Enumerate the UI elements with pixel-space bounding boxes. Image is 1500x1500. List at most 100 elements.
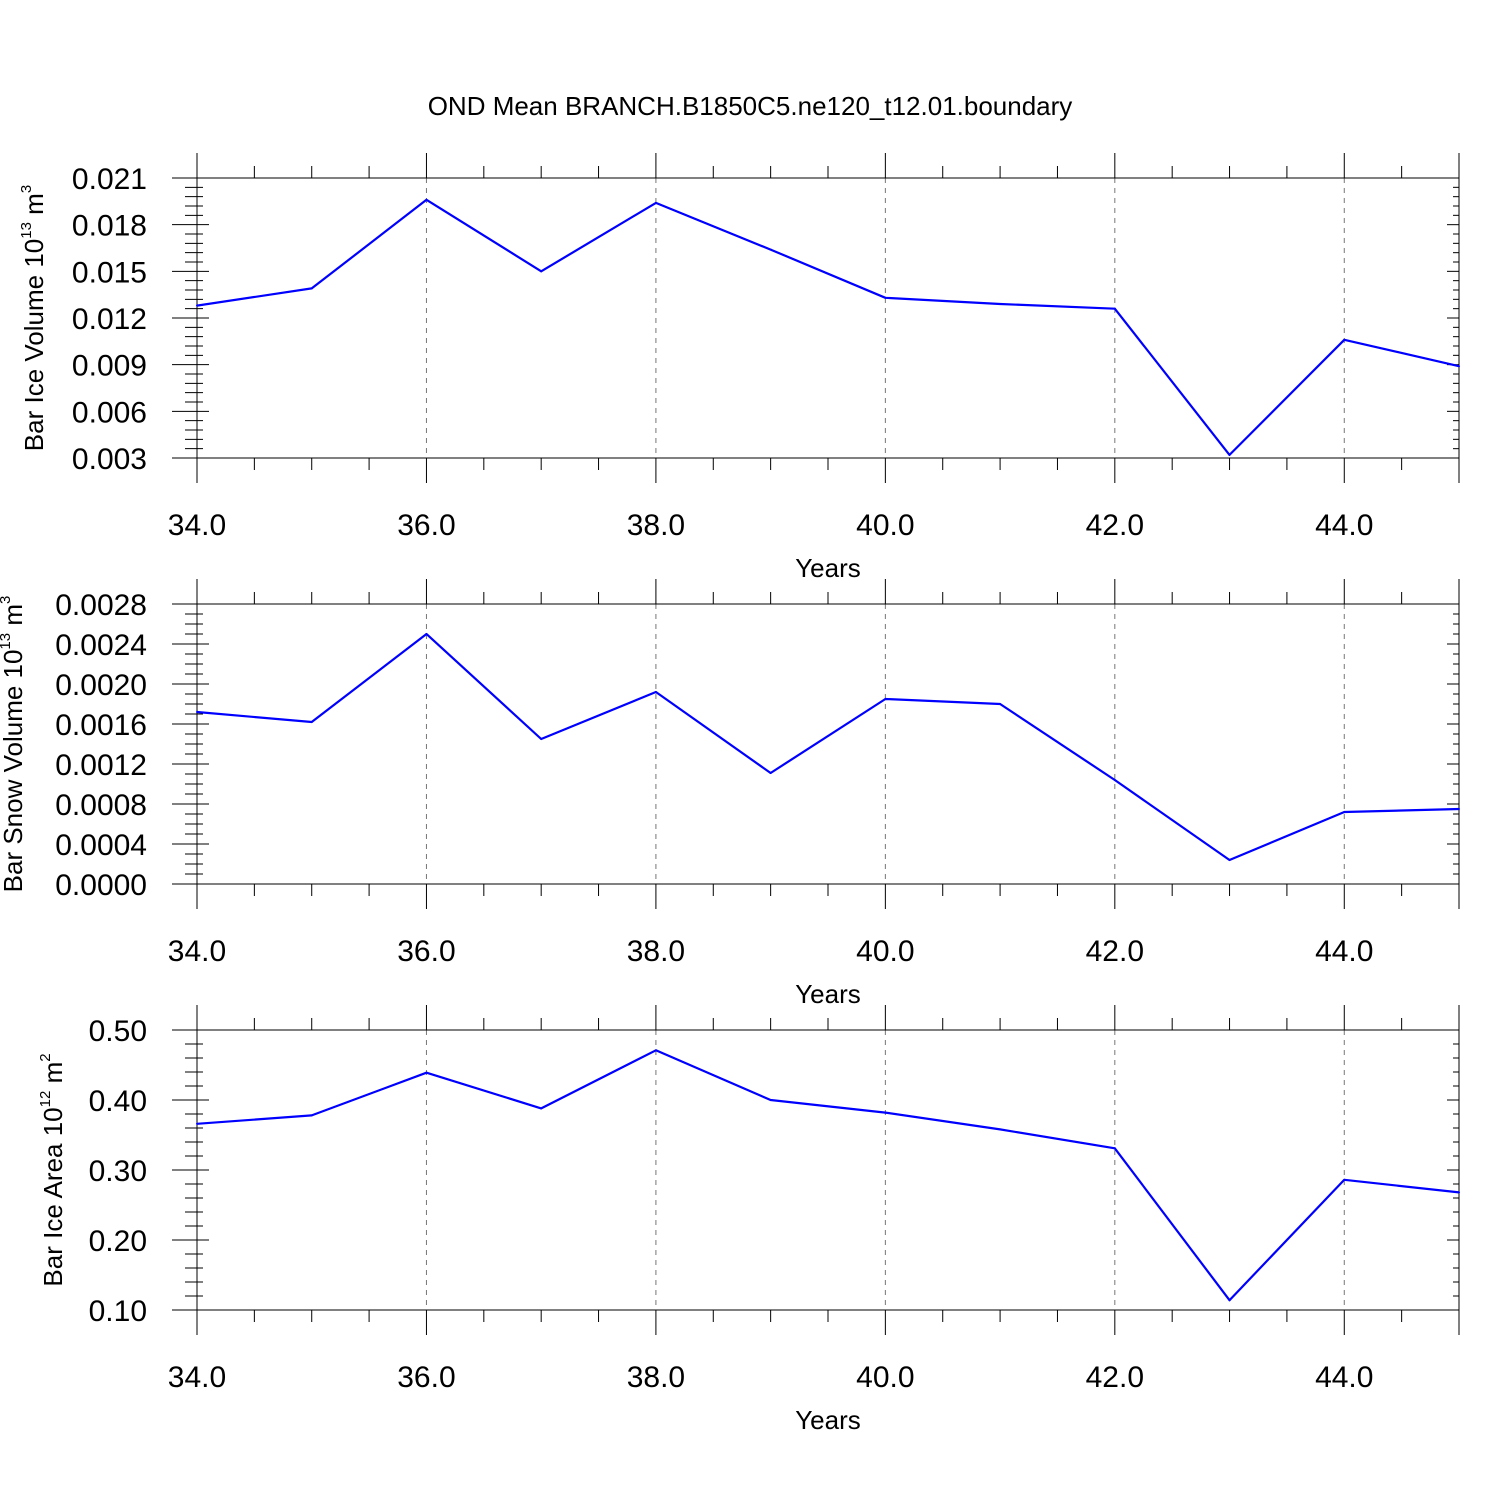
- y-tick-label: 0.0028: [55, 589, 147, 622]
- data-point: [769, 1099, 772, 1101]
- x-tick-label: 38.0: [627, 1361, 685, 1394]
- y-tick-label: 0.009: [72, 350, 147, 383]
- y-tick-label: 0.018: [72, 210, 147, 243]
- data-point: [1343, 1178, 1346, 1181]
- data-point: [1343, 338, 1346, 341]
- x-tick-label: 38.0: [627, 509, 685, 542]
- y-tick-label: 0.0020: [55, 669, 147, 702]
- y-tick-label: 0.0012: [55, 749, 147, 782]
- data-point: [1113, 307, 1116, 310]
- y-label-unit: m: [0, 604, 28, 633]
- data-point: [1228, 1299, 1231, 1302]
- x-tick-label: 38.0: [627, 935, 685, 968]
- data-point: [540, 270, 543, 273]
- data-point: [1228, 453, 1231, 456]
- y-label-unit: m: [19, 193, 49, 222]
- x-tick-label: 40.0: [856, 509, 914, 542]
- x-tick-label: 42.0: [1086, 509, 1144, 542]
- y-tick-label: 0.012: [72, 303, 147, 336]
- x-axis-label: Years: [795, 979, 861, 1009]
- series-line: [196, 198, 1460, 456]
- x-axis-label: Years: [795, 1405, 861, 1435]
- y-label-unit-exponent: 3: [18, 185, 35, 193]
- data-point: [540, 1107, 543, 1110]
- plot-frame: [196, 153, 1460, 483]
- data-point: [540, 738, 543, 740]
- grid-lines: [425, 1030, 1345, 1310]
- y-tick-label: 0.0016: [55, 709, 147, 742]
- data-point: [999, 1128, 1002, 1131]
- y-axis-label: Bar Snow Volume 1013 m3: [0, 596, 28, 893]
- data-point: [1343, 811, 1346, 813]
- y-tick-label: 0.015: [72, 256, 147, 289]
- series-line: [196, 632, 1460, 862]
- y-tick-label: 0.50: [89, 1015, 147, 1048]
- x-axis-label: Years: [795, 553, 861, 583]
- x-tick-label: 44.0: [1315, 1361, 1373, 1394]
- series-line: [196, 1049, 1460, 1302]
- tick-marks: [172, 579, 1460, 909]
- y-label-main: Bar Snow Volume 10: [0, 650, 28, 893]
- data-point: [425, 633, 428, 635]
- series-layer: [196, 1049, 1460, 1302]
- data-point: [654, 1049, 657, 1052]
- y-label-main: Bar Ice Volume 10: [19, 239, 49, 451]
- data-point: [196, 304, 198, 307]
- data-point: [654, 201, 657, 204]
- data-point: [310, 1114, 313, 1117]
- x-tick-label: 34.0: [168, 1361, 226, 1394]
- y-tick-label: 0.0000: [55, 869, 147, 902]
- data-point: [884, 296, 887, 299]
- panel-ice-area: 34.0 36.0 38.0 40.0 42.0 44.0 0.10 0.20 0.30 0.40…: [37, 1005, 1460, 1435]
- x-tick-label: 44.0: [1315, 509, 1373, 542]
- y-tick-label: 0.0008: [55, 789, 147, 822]
- y-tick-label: 0.40: [89, 1085, 147, 1118]
- x-tick-label: 44.0: [1315, 935, 1373, 968]
- plot-frame: [196, 1005, 1460, 1335]
- data-point: [1458, 1191, 1460, 1194]
- y-axis-label: Bar Ice Area 1012 m2: [37, 1053, 68, 1286]
- tick-marks: [172, 153, 1460, 483]
- y-tick-label: 0.20: [89, 1225, 147, 1258]
- data-point: [425, 198, 428, 201]
- tick-marks: [172, 1005, 1460, 1335]
- data-point: [999, 703, 1002, 705]
- y-axis-label: Bar Ice Volume 1013 m3: [18, 185, 49, 451]
- y-label-unit: m: [38, 1062, 68, 1091]
- x-tick-label: 36.0: [397, 935, 455, 968]
- tick-labels: 34.0 36.0 38.0 40.0 42.0 44.0 0.10 0.20 0.30 0.40…: [89, 1015, 1374, 1394]
- y-label-exponent: 13: [0, 633, 14, 650]
- data-point: [425, 1071, 428, 1074]
- y-label-exponent: 13: [18, 222, 35, 239]
- x-tick-label: 42.0: [1086, 935, 1144, 968]
- grid-lines: [425, 178, 1345, 458]
- data-point: [654, 691, 657, 693]
- panel-ice-volume: 34.0 36.0 38.0 40.0 42.0 44.0 0.003 0.006 0.009 0…: [18, 153, 1460, 583]
- x-tick-label: 40.0: [856, 935, 914, 968]
- y-tick-label: 0.0004: [55, 829, 147, 862]
- y-tick-label: 0.003: [72, 443, 147, 476]
- series-layer: [196, 198, 1460, 456]
- data-point: [310, 287, 313, 290]
- data-point: [196, 711, 198, 713]
- panel-snow-volume: 34.0 36.0 38.0 40.0 42.0 44.0 0.0000 0.0004 0.00…: [0, 579, 1460, 1009]
- series-layer: [196, 632, 1460, 862]
- y-tick-label: 0.10: [89, 1295, 147, 1328]
- data-point: [1458, 808, 1460, 810]
- tick-labels: 34.0 36.0 38.0 40.0 42.0 44.0 0.0000 0.0004 0.00…: [55, 589, 1373, 968]
- y-label-exponent: 12: [37, 1091, 54, 1108]
- data-point: [310, 721, 313, 723]
- x-tick-label: 40.0: [856, 1361, 914, 1394]
- x-tick-label: 36.0: [397, 1361, 455, 1394]
- data-point: [884, 1111, 887, 1114]
- data-point: [1113, 1147, 1116, 1150]
- data-point: [884, 698, 887, 700]
- y-tick-label: 0.30: [89, 1155, 147, 1188]
- x-tick-label: 36.0: [397, 509, 455, 542]
- y-label-unit-exponent: 3: [0, 596, 14, 604]
- y-label-unit-exponent: 2: [37, 1053, 54, 1061]
- data-point: [1228, 859, 1231, 861]
- data-point: [1113, 779, 1116, 781]
- tick-labels: 34.0 36.0 38.0 40.0 42.0 44.0 0.003 0.006 0.009 0…: [72, 163, 1374, 542]
